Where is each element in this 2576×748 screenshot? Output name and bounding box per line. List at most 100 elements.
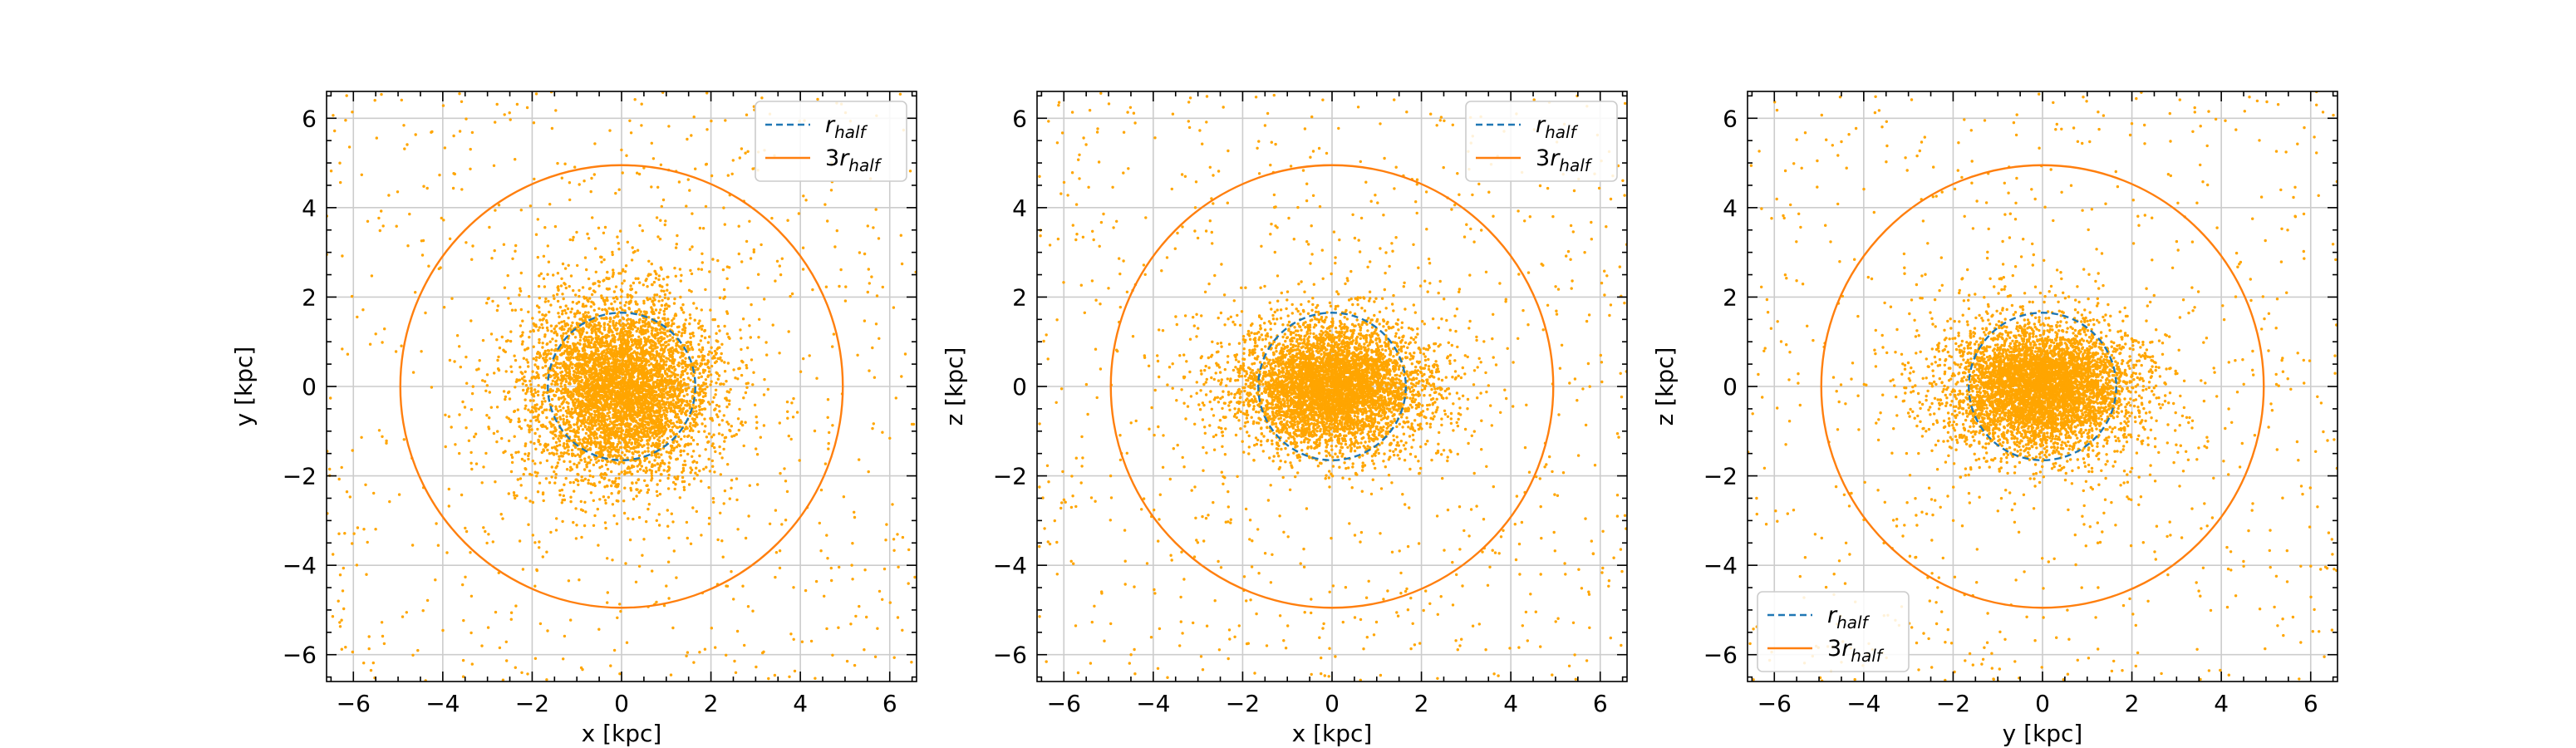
data-point — [590, 293, 594, 297]
data-point — [740, 421, 743, 426]
data-point — [655, 394, 658, 397]
data-point — [702, 358, 705, 362]
data-point — [579, 424, 583, 427]
data-point — [716, 340, 720, 343]
data-point — [524, 444, 527, 448]
data-point — [606, 557, 609, 560]
data-point — [587, 277, 591, 281]
data-point — [655, 216, 659, 219]
data-point — [461, 658, 465, 662]
data-point — [651, 333, 654, 337]
data-point — [567, 449, 570, 452]
data-point — [665, 450, 668, 454]
data-point — [896, 616, 900, 619]
data-point — [667, 461, 671, 465]
data-point — [416, 648, 420, 652]
data-point — [844, 285, 848, 288]
data-point — [705, 465, 708, 469]
data-point — [668, 333, 672, 337]
data-point — [627, 376, 632, 380]
data-point — [578, 352, 582, 357]
data-point — [727, 422, 730, 426]
data-point — [514, 450, 518, 455]
data-point — [603, 485, 607, 489]
data-point — [666, 329, 669, 332]
data-point — [867, 268, 871, 271]
data-point — [567, 407, 570, 411]
data-point — [671, 440, 676, 445]
data-point — [658, 492, 662, 496]
data-point — [538, 306, 541, 309]
data-point — [786, 416, 789, 420]
data-point — [567, 316, 570, 320]
data-point — [548, 387, 553, 391]
data-point — [394, 350, 398, 353]
data-point — [621, 416, 624, 420]
data-point — [642, 320, 646, 324]
data-point — [622, 279, 626, 283]
data-point — [517, 450, 520, 454]
data-point — [771, 323, 774, 327]
data-point — [553, 327, 556, 331]
data-point — [685, 520, 689, 524]
data-point — [538, 337, 541, 342]
data-point — [603, 431, 607, 435]
data-point — [723, 489, 727, 493]
data-point — [851, 542, 854, 545]
data-point — [693, 361, 697, 365]
data-point — [589, 403, 593, 406]
data-point — [592, 499, 595, 502]
data-point — [628, 119, 632, 122]
data-point — [671, 319, 674, 322]
data-point — [344, 119, 347, 122]
data-point — [695, 460, 699, 465]
data-point — [913, 575, 917, 579]
data-point — [645, 401, 648, 405]
data-point — [735, 477, 739, 480]
data-point — [746, 286, 750, 290]
data-point — [465, 529, 469, 534]
data-point — [832, 332, 836, 336]
data-point — [587, 237, 591, 240]
data-point — [737, 252, 740, 256]
data-point — [651, 348, 654, 352]
data-point — [360, 173, 363, 176]
data-point — [441, 628, 445, 632]
data-point — [568, 480, 573, 485]
data-point — [617, 435, 621, 439]
data-point — [678, 425, 681, 429]
data-point — [534, 358, 538, 362]
data-point — [826, 219, 829, 223]
data-point — [706, 352, 710, 357]
data-point — [725, 653, 728, 657]
data-point — [507, 439, 511, 443]
data-point — [616, 455, 620, 458]
data-point — [545, 326, 549, 330]
data-point — [343, 532, 347, 535]
data-point — [552, 273, 555, 277]
data-point — [542, 254, 546, 258]
data-point — [683, 460, 686, 463]
data-point — [666, 283, 669, 287]
data-point — [464, 526, 467, 530]
data-point — [536, 490, 540, 494]
data-point — [628, 438, 632, 441]
data-point — [527, 457, 530, 461]
data-point — [654, 470, 658, 474]
data-point — [543, 352, 546, 355]
data-point — [366, 540, 369, 544]
data-point — [679, 295, 682, 299]
data-point — [600, 475, 603, 480]
data-point — [535, 475, 538, 478]
data-point — [594, 457, 597, 461]
data-point — [510, 455, 514, 460]
data-point — [487, 426, 490, 429]
data-point — [666, 288, 669, 292]
data-point — [492, 431, 496, 436]
data-point — [641, 229, 644, 233]
data-point — [645, 278, 648, 281]
data-point — [701, 227, 705, 230]
data-point — [699, 362, 702, 365]
data-point — [588, 315, 592, 318]
